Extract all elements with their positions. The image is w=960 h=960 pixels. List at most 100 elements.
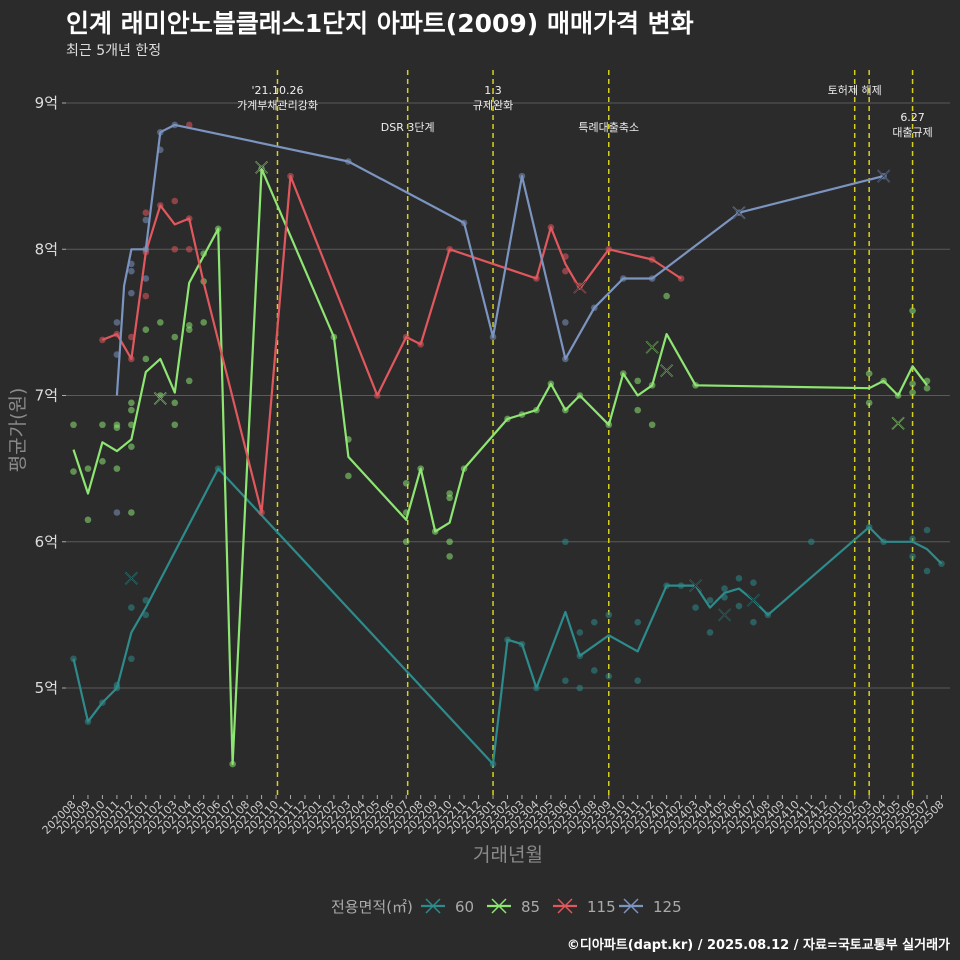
event-label: 1.3 (484, 84, 502, 97)
legend-item-85: 85 (487, 898, 540, 916)
data-point (605, 611, 613, 619)
legend-label: 85 (521, 898, 540, 916)
cross-marker-outline (154, 392, 167, 405)
data-point (750, 579, 757, 586)
data-point (735, 575, 743, 582)
data-point (128, 289, 135, 297)
data-point (663, 292, 670, 300)
y-tick-label: 7억 (35, 387, 58, 405)
cross-marker-outline (689, 579, 702, 592)
legend: 전용면적(㎡) 60 85 115 125 (331, 898, 682, 916)
data-point (70, 421, 77, 429)
legend-swatch-cross (491, 898, 507, 914)
data-point (84, 516, 92, 524)
event-label: '21.10.26 (251, 84, 303, 97)
cross-marker-outline (747, 594, 760, 607)
data-point (923, 384, 931, 392)
data-point (171, 399, 179, 407)
data-point (142, 216, 150, 224)
cross-marker-outline (732, 206, 746, 219)
data-point (185, 245, 193, 253)
data-point (171, 333, 179, 341)
cross-marker-outline (877, 169, 890, 183)
series-115 (99, 121, 685, 516)
data-point (446, 490, 453, 497)
data-point (605, 673, 613, 680)
data-point (634, 677, 641, 684)
event-label: 6.27 (900, 111, 925, 124)
data-point (909, 535, 916, 543)
data-point (634, 406, 641, 414)
x-axis-label: 거래년월 (473, 844, 543, 866)
chart-title: 인계 래미안노블클래스1단지 아파트(2009) 매매가격 변화 (66, 9, 694, 38)
data-point (128, 406, 135, 414)
data-point (808, 538, 815, 546)
data-point (113, 465, 121, 472)
data-point (562, 538, 569, 546)
data-point (128, 333, 135, 341)
data-point (142, 209, 150, 216)
data-point (634, 377, 641, 385)
legend-item-125: 125 (619, 898, 682, 916)
data-point (113, 319, 121, 326)
data-point (113, 509, 121, 516)
data-point (402, 538, 410, 546)
data-point (185, 377, 193, 385)
data-point (113, 424, 121, 431)
data-point (562, 267, 569, 275)
series-60 (70, 465, 945, 768)
data-point (171, 421, 179, 429)
event-label: 규제완화 (473, 99, 513, 112)
data-point (142, 611, 150, 619)
data-point (706, 629, 714, 636)
series-line (72, 167, 928, 766)
data-point (99, 458, 106, 465)
legend-label: 60 (455, 898, 474, 916)
cross-marker-outline (660, 364, 673, 377)
cross-marker-outline (891, 417, 905, 430)
data-point (576, 684, 584, 692)
data-point (591, 618, 598, 626)
event-label: 가계부채관리강화 (237, 99, 318, 112)
data-point (128, 421, 135, 429)
data-point (692, 604, 699, 611)
data-point (99, 421, 106, 429)
cross-marker-outline (125, 572, 138, 585)
chart-subtitle: 최근 5개년 한정 (66, 43, 162, 59)
cross-marker-outline (718, 608, 731, 622)
legend-swatch-cross (557, 898, 573, 914)
data-point (128, 655, 135, 663)
legend-swatch-cross (425, 898, 441, 914)
data-point (142, 275, 150, 282)
data-point (909, 380, 916, 388)
cross-marker-outline (573, 281, 587, 294)
legend-item-115: 115 (553, 898, 616, 916)
legend-label: 125 (653, 898, 682, 916)
data-point (591, 667, 598, 674)
y-axis-label: 평균가(원) (7, 388, 29, 473)
data-point (128, 509, 135, 516)
data-point (345, 472, 352, 480)
series-line (115, 123, 884, 396)
data-point (70, 655, 77, 663)
data-point (562, 319, 569, 326)
data-point (562, 677, 569, 684)
data-point (128, 399, 135, 407)
data-point (446, 553, 453, 560)
data-point (865, 370, 873, 377)
data-point (200, 319, 207, 326)
legend-item-60: 60 (421, 898, 474, 916)
data-point (128, 604, 135, 611)
data-point (923, 567, 931, 575)
data-point (185, 326, 193, 333)
series-125 (113, 121, 891, 516)
cross-marker-outline (255, 161, 268, 174)
data-point (909, 307, 916, 314)
data-point (721, 585, 728, 592)
legend-swatch-cross (623, 898, 639, 914)
y-tick-label: 5억 (35, 679, 58, 697)
cross-marker-outline (645, 341, 659, 354)
data-point (865, 399, 873, 407)
legend-title: 전용면적(㎡) (331, 898, 413, 916)
